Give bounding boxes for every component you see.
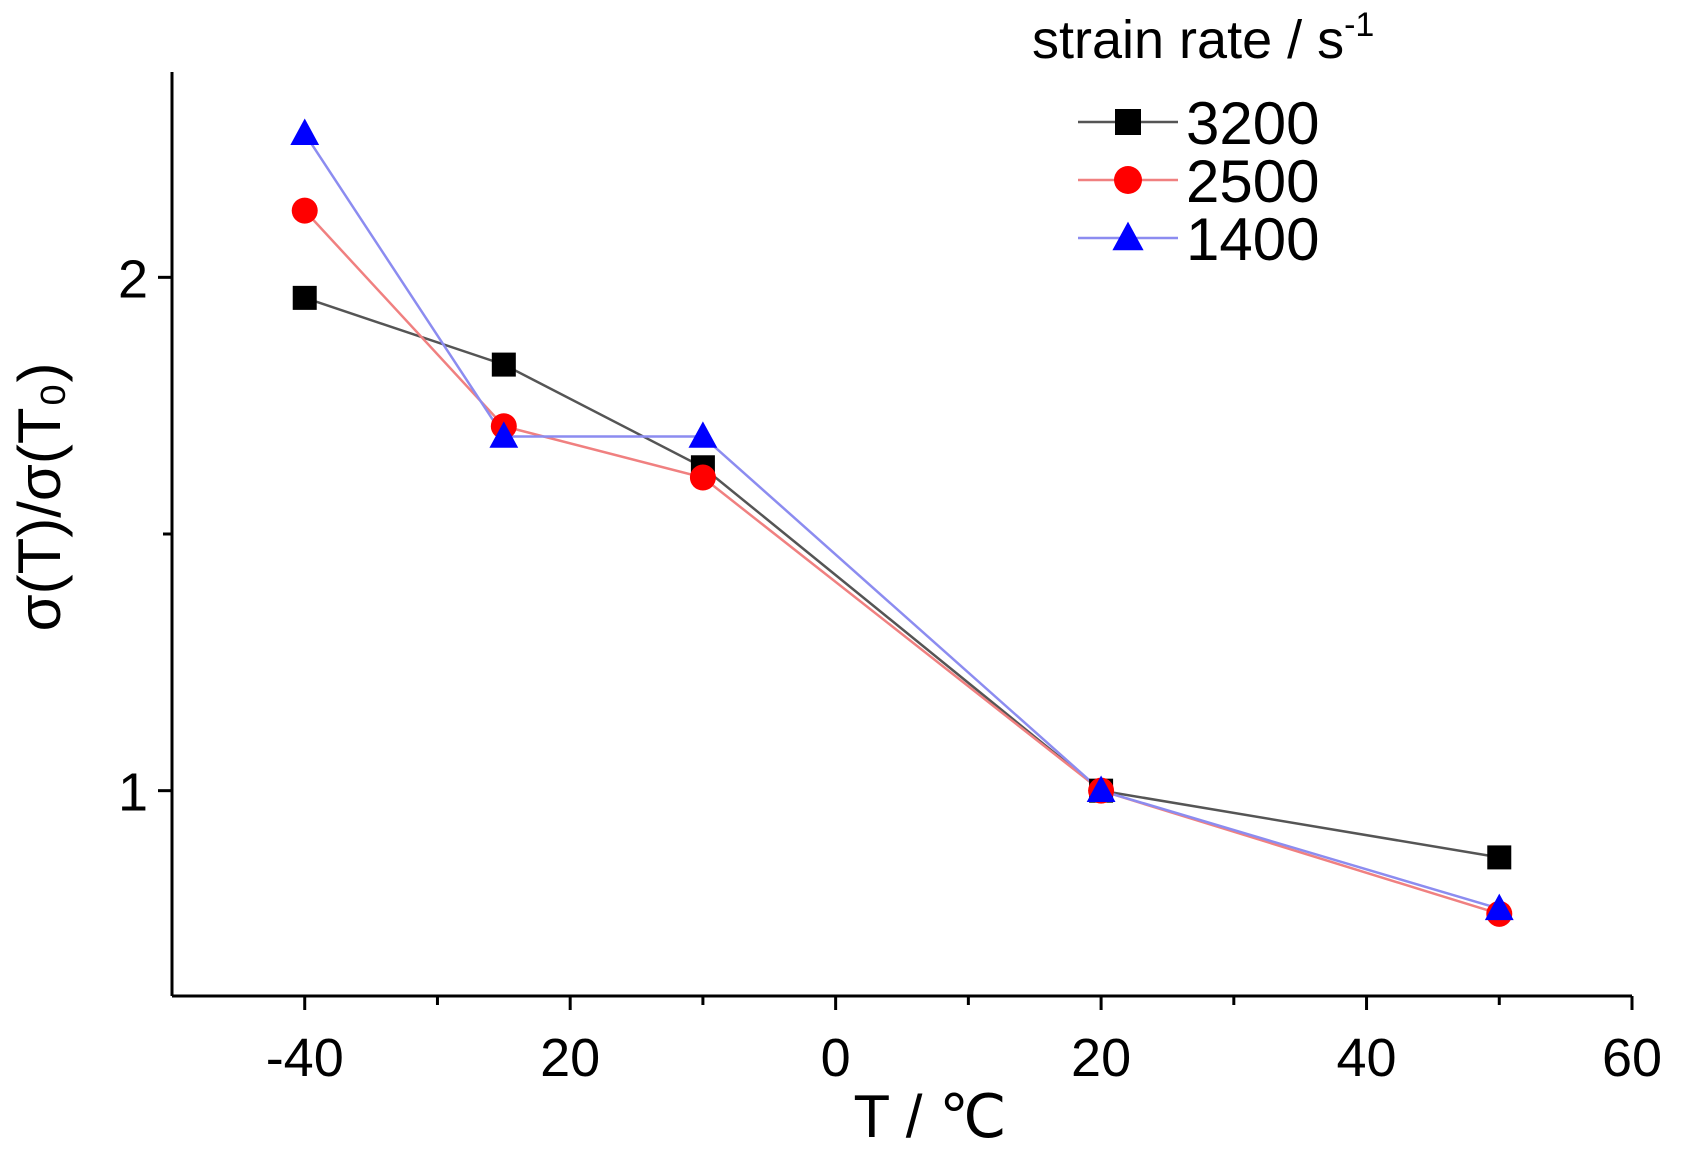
x-tick-label: 60 [1602,1028,1662,1088]
y-axis-title: σ(T)/σ(T₀) [6,363,73,632]
data-point-1400 [489,421,519,448]
legend-title: strain rate / s-1 [1032,6,1374,70]
legend-marker-1400 [1112,221,1144,251]
data-point-3200 [1487,845,1512,870]
legend-title-text: strain rate / s [1032,10,1344,70]
data-point-1400 [1484,893,1514,921]
series-line-1400 [303,132,1500,910]
legend-label-3200: 3200 [1186,90,1319,157]
data-point-3200 [491,352,516,377]
x-tick-label: -40 [266,1028,344,1088]
x-tick-label: 20 [540,1028,600,1088]
data-point-1400 [1086,775,1116,803]
series-layer [290,118,1514,927]
legend-label-1400: 1400 [1186,206,1319,273]
series-line-2500 [303,209,1500,916]
x-tick-label: 40 [1337,1028,1397,1088]
data-point-1400 [688,421,718,448]
legend-label-2500: 2500 [1186,148,1319,215]
data-point-2500 [291,197,318,224]
y-tick-label: 2 [118,249,148,309]
x-ticks: -40 20 0 20 40 60 [266,996,1662,1088]
axes [170,72,1632,998]
legend-marker-3200 [1115,109,1141,135]
legend-marker-2500 [1114,166,1142,194]
x-tick-label: 20 [1071,1028,1131,1088]
legend-title-superscript: -1 [1344,6,1374,44]
data-point-1400 [290,118,320,145]
y-ticks: 12 [118,249,172,823]
x-tick-label: 0 [821,1028,851,1088]
data-point-3200 [292,285,317,310]
data-point-2500 [689,464,716,491]
series-line-3200 [304,296,1500,859]
x-axis-title: T / ℃ [854,1083,1007,1150]
y-tick-label: 1 [118,763,148,823]
